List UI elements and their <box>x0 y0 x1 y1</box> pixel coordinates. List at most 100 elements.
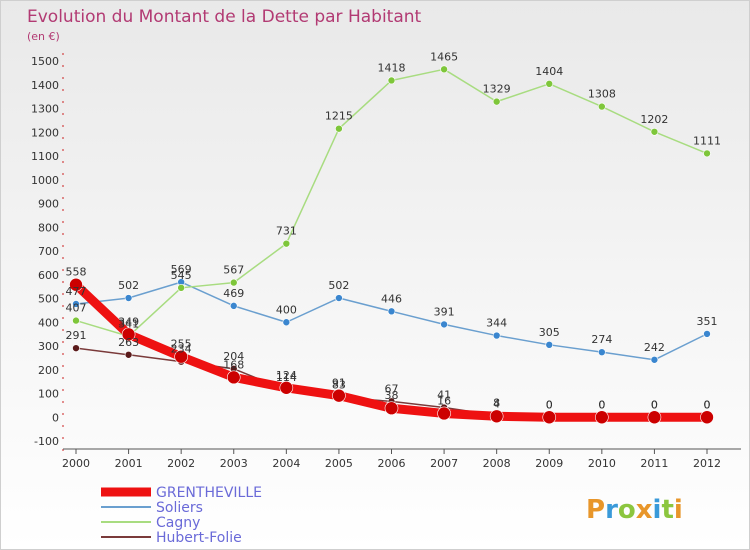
y-tick-label: -100 <box>34 435 59 448</box>
x-tick-label: 2001 <box>115 457 143 470</box>
data-label-cagny: 407 <box>66 302 87 315</box>
x-tick-label: 2011 <box>640 457 668 470</box>
legend-label-cagny: Cagny <box>156 515 200 531</box>
data-label-grentheville: 0 <box>704 398 711 411</box>
y-tick-label: 1500 <box>31 55 59 68</box>
legend-label-hubert-folie: Hubert-Folie <box>156 530 242 546</box>
y-tick-label: 1100 <box>31 150 59 163</box>
data-label-hubert-folie: 234 <box>171 343 192 356</box>
data-point-soliers <box>72 300 80 308</box>
data-label-hubert-folie: 0 <box>546 398 553 411</box>
x-tick-label: 2012 <box>693 457 721 470</box>
data-label-soliers: 351 <box>697 315 718 328</box>
data-point-soliers <box>440 320 448 329</box>
y-tick-label: 1200 <box>31 126 59 139</box>
data-label-grentheville: 0 <box>651 398 658 411</box>
y-tick-label: 1400 <box>31 79 59 92</box>
data-point-grentheville <box>542 410 557 425</box>
data-label-hubert-folie: 83 <box>332 379 346 392</box>
data-label-cagny: 341 <box>118 317 139 330</box>
data-label-hubert-folie: 0 <box>598 398 605 411</box>
data-label-soliers: 446 <box>381 292 402 305</box>
y-tick-label: 800 <box>38 221 59 234</box>
data-label-grentheville: 255 <box>171 338 192 351</box>
x-tick-label: 2007 <box>430 457 458 470</box>
data-point-soliers <box>703 330 711 338</box>
data-point-grentheville <box>69 277 83 292</box>
data-point-soliers <box>229 302 238 310</box>
logo-letter: t <box>661 495 673 525</box>
data-label-soliers: 305 <box>539 326 560 339</box>
data-point-cagny <box>598 102 606 111</box>
y-tick-label: 600 <box>38 269 59 282</box>
y-tick-label: 400 <box>38 316 59 329</box>
data-label-grentheville: 0 <box>546 398 553 411</box>
data-label-grentheville: 124 <box>276 369 297 382</box>
x-tick-label: 2003 <box>220 457 248 470</box>
y-tick-label: 0 <box>52 411 59 424</box>
x-tick-label: 2008 <box>483 457 511 470</box>
data-label-hubert-folie: 263 <box>118 336 139 349</box>
y-tick-label: 100 <box>38 388 59 401</box>
legend-label-soliers: Soliers <box>156 500 203 516</box>
data-label-soliers: 477 <box>66 285 87 298</box>
axis-layer: -100010020030040050060070080090010001100… <box>31 53 741 470</box>
data-label-cagny: 1465 <box>430 50 458 63</box>
data-point-grentheville <box>437 406 451 421</box>
data-point-cagny <box>650 127 659 136</box>
x-tick-label: 2002 <box>167 457 195 470</box>
data-point-cagny <box>440 65 448 74</box>
data-point-grentheville <box>595 410 609 425</box>
y-tick-label: 1300 <box>31 103 59 116</box>
x-tick-label: 2004 <box>272 457 300 470</box>
data-point-soliers <box>598 348 606 356</box>
logo-letter: r <box>605 495 618 525</box>
data-label-hubert-folie: 114 <box>276 371 297 384</box>
data-label-cagny: 731 <box>276 225 297 238</box>
data-label-hubert-folie: 204 <box>223 350 244 363</box>
y-tick-label: 300 <box>38 340 59 353</box>
data-point-soliers <box>335 294 343 302</box>
data-point-soliers <box>650 355 659 364</box>
data-point-soliers <box>282 318 291 327</box>
data-label-grentheville: 16 <box>437 394 451 407</box>
chart-title: Evolution du Montant de la Dette par Hab… <box>27 7 422 27</box>
data-point-hubert-folie <box>72 344 80 352</box>
x-tick-label: 2005 <box>325 457 353 470</box>
data-label-hubert-folie: 0 <box>704 398 711 411</box>
data-label-grentheville: 91 <box>332 377 346 390</box>
data-point-cagny <box>492 97 501 106</box>
data-point-grentheville <box>700 410 714 425</box>
legend-label-grentheville: GRENTHEVILLE <box>156 485 262 501</box>
data-label-soliers: 242 <box>644 341 665 354</box>
data-label-cagny: 1418 <box>378 61 406 74</box>
data-label-grentheville: 168 <box>223 358 244 371</box>
data-label-grentheville: 38 <box>385 389 399 402</box>
data-label-cagny: 1215 <box>325 110 353 123</box>
logo-letter: i <box>674 495 683 525</box>
data-label-cagny: 1111 <box>693 134 721 147</box>
logo-letter: i <box>653 495 662 525</box>
x-tick-label: 2009 <box>535 457 563 470</box>
data-point-cagny <box>229 278 238 287</box>
x-tick-label: 2006 <box>378 457 406 470</box>
data-label-soliers: 274 <box>591 333 612 346</box>
data-label-soliers: 502 <box>118 279 139 292</box>
y-tick-label: 500 <box>38 293 59 306</box>
data-label-hubert-folie: 8 <box>493 396 500 409</box>
x-tick-label: 2000 <box>62 457 90 470</box>
x-tick-label: 2010 <box>588 457 616 470</box>
series-layer <box>69 65 714 425</box>
proxiti-logo: Proxiti <box>586 495 683 525</box>
data-label-cagny: 1202 <box>640 113 668 126</box>
data-point-grentheville <box>121 327 136 342</box>
data-point-grentheville <box>384 401 399 416</box>
data-label-cagny: 1329 <box>483 83 511 96</box>
logo-letter: P <box>586 495 605 525</box>
data-label-soliers: 400 <box>276 303 297 316</box>
data-label-grentheville: 558 <box>66 266 87 279</box>
data-point-cagny <box>72 316 80 325</box>
data-point-hubert-folie <box>124 350 133 359</box>
